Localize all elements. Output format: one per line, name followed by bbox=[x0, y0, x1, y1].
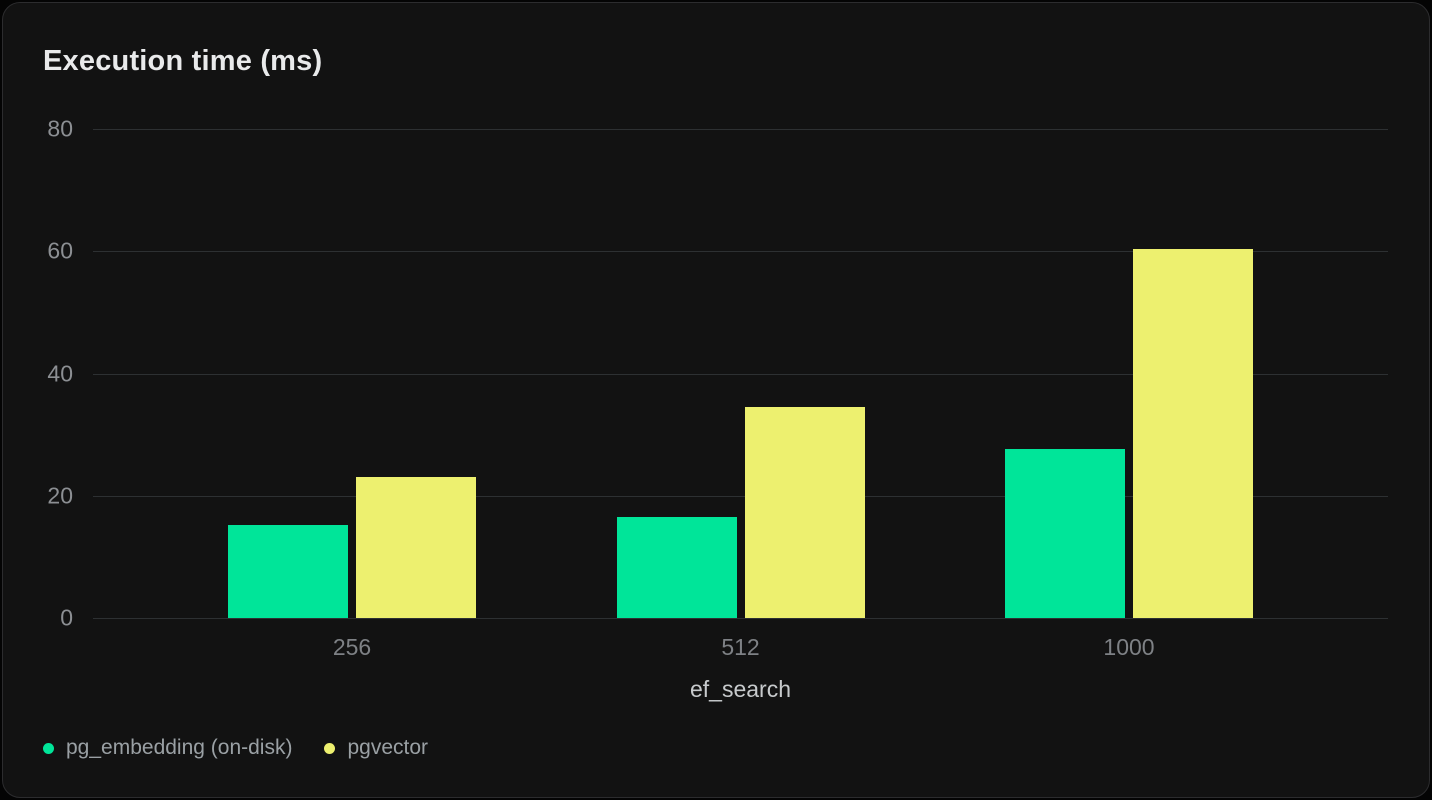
gridline bbox=[93, 129, 1388, 130]
bar-pg-embedding-on-disk--1000 bbox=[1005, 448, 1125, 618]
chart-title: Execution time (ms) bbox=[43, 45, 323, 77]
x-axis-label: ef_search bbox=[689, 676, 791, 702]
legend-label: pgvector bbox=[347, 736, 429, 759]
bar-pgvector-1000 bbox=[1133, 248, 1253, 618]
legend-dot-icon bbox=[43, 742, 54, 754]
y-tick-label: 20 bbox=[47, 482, 73, 509]
bar-pgvector-256 bbox=[356, 476, 476, 618]
gridline bbox=[93, 251, 1388, 253]
legend-item: pgvector bbox=[324, 736, 428, 760]
x-tick-label: 512 bbox=[721, 634, 760, 660]
plot-area: 0 20 40 60 80 256 512 1000 ef_search bbox=[47, 116, 1388, 702]
legend-label: pg_embedding (on-disk) bbox=[66, 736, 293, 759]
y-tick-label: 60 bbox=[47, 237, 73, 264]
gridline bbox=[93, 373, 1388, 375]
y-tick-label: 40 bbox=[47, 360, 73, 386]
legend-dot-icon bbox=[324, 742, 336, 754]
y-tick-label: 80 bbox=[47, 115, 73, 142]
legend: pg_embedding (on-disk) pgvector bbox=[43, 736, 428, 760]
x-tick-label: 256 bbox=[332, 634, 372, 660]
bar-pgvector-512 bbox=[744, 407, 865, 618]
bar-pg-embedding-on-disk--512 bbox=[616, 517, 737, 618]
legend-item: pg_embedding (on-disk) bbox=[43, 736, 292, 760]
gridline bbox=[93, 618, 1388, 619]
x-tick-label: 1000 bbox=[1103, 634, 1155, 660]
gridline bbox=[93, 495, 1388, 497]
bar-pg-embedding-on-disk--256 bbox=[228, 525, 348, 618]
y-tick-label: 0 bbox=[60, 604, 73, 631]
